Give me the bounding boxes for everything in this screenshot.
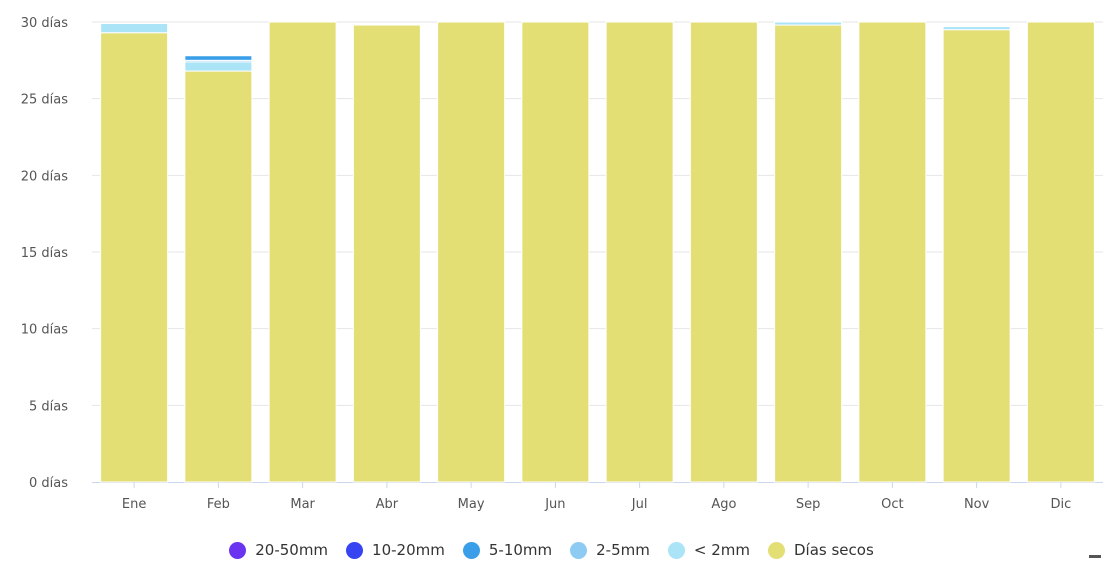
legend-label-2-5mm: 2-5mm — [596, 541, 650, 559]
bar-feb-días-secos — [184, 70, 253, 483]
legend-item-lt-2mm[interactable]: < 2mm — [667, 541, 750, 559]
x-tick-label: Sep — [796, 497, 821, 512]
y-tick-label: 10 días — [21, 323, 69, 338]
y-tick-label: 0 días — [29, 476, 68, 491]
legend-swatch-10-20mm — [346, 541, 364, 559]
x-tick-label: Jun — [544, 497, 565, 512]
legend-label-5-10mm: 5-10mm — [488, 541, 553, 559]
bar-ene-2mm — [100, 23, 169, 34]
bar-dic-días-secos — [1026, 21, 1095, 483]
x-tick-label: May — [458, 497, 485, 512]
y-tick-label: 25 días — [21, 93, 69, 108]
legend-item-5-10mm[interactable]: 5-10mm — [462, 541, 553, 559]
bar-jul-días-secos — [605, 21, 674, 483]
x-tick-label: Oct — [881, 497, 903, 512]
legend-label-10-20mm: 10-20mm — [372, 541, 445, 559]
x-tick-label: Mar — [290, 497, 315, 512]
corner-handle — [1089, 555, 1101, 558]
legend-item-2-5mm[interactable]: 2-5mm — [570, 541, 650, 559]
bar-mar-días-secos — [268, 21, 337, 483]
y-tick-label: 20 días — [21, 169, 69, 184]
x-tick-label: Ene — [122, 497, 146, 512]
bar-sep-días-secos — [774, 24, 843, 483]
legend-label-dias-secos: Días secos — [793, 541, 874, 559]
legend-swatch-dias-secos — [767, 541, 785, 559]
x-tick-label: Dic — [1050, 497, 1071, 512]
bar-oct-días-secos — [858, 21, 927, 483]
y-tick-label: 5 días — [29, 399, 68, 414]
legend-item-20-50mm[interactable]: 20-50mm — [229, 541, 328, 559]
legend-label-20-50mm: 20-50mm — [255, 541, 329, 559]
x-tick-label: Ago — [711, 497, 736, 512]
x-tick-label: Nov — [964, 497, 990, 512]
x-tick-label: Jul — [631, 497, 648, 512]
bar-sep-2mm — [774, 21, 843, 26]
legend-item-10-20mm[interactable]: 10-20mm — [346, 541, 445, 559]
legend-item-dias-secos[interactable]: Días secos — [767, 541, 874, 559]
bar-ago-días-secos — [689, 21, 758, 483]
bar-ene-días-secos — [100, 32, 169, 483]
bar-nov-2mm — [942, 26, 1011, 31]
legend-label-lt-2mm: < 2mm — [693, 541, 750, 559]
legend-swatch-2-5mm — [570, 541, 588, 559]
legend-swatch-20-50mm — [229, 541, 247, 559]
chart-legend: 20-50mm 10-20mm 5-10mm 2-5mm < 2mm Días … — [0, 538, 1103, 562]
x-tick-label: Feb — [207, 497, 230, 512]
legend-swatch-5-10mm — [462, 541, 480, 559]
y-tick-label: 15 días — [21, 246, 69, 261]
x-tick-label: Abr — [376, 497, 399, 512]
bar-feb-5-10mm — [184, 55, 253, 61]
bar-nov-días-secos — [942, 29, 1011, 483]
bar-feb-2mm — [184, 61, 253, 72]
y-tick-label: 30 días — [21, 16, 69, 31]
legend-swatch-lt-2mm — [667, 541, 685, 559]
bar-may-días-secos — [437, 21, 506, 483]
bar-abr-días-secos — [352, 24, 421, 483]
bar-jun-días-secos — [521, 21, 590, 483]
chart-canvas: 0 días 5 días 10 días 15 días 20 días 25 días… — [21, 16, 1103, 512]
